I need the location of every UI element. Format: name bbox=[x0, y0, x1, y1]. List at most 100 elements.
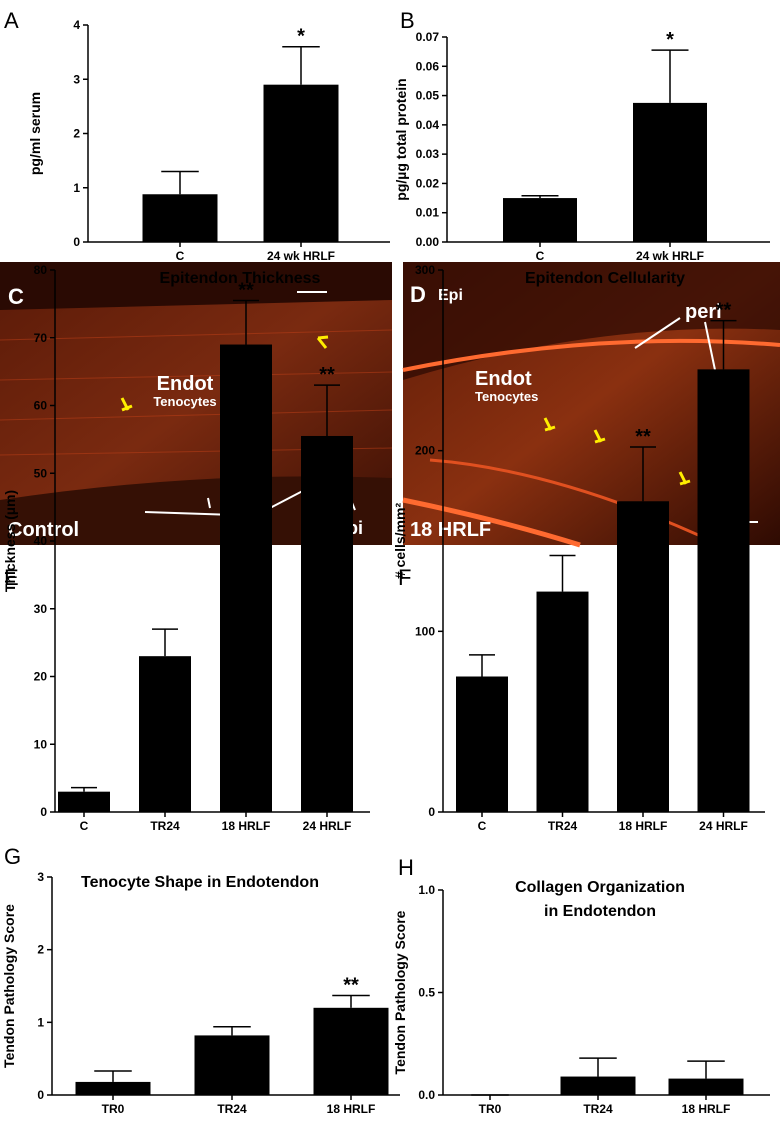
y-tick-label: 0.5 bbox=[418, 986, 435, 1000]
error-bar bbox=[213, 1025, 251, 1036]
panel-letter: G bbox=[4, 844, 21, 869]
y-axis-label: pg/ml serum bbox=[27, 92, 43, 175]
bar bbox=[139, 656, 191, 812]
x-tick-label: C bbox=[478, 819, 487, 833]
panel-letter: B bbox=[400, 8, 415, 33]
y-tick-label: 0 bbox=[428, 805, 435, 819]
x-tick-label: 18 HRLF bbox=[682, 1102, 731, 1116]
y-tick-label: 0 bbox=[37, 1088, 44, 1102]
micrograph-label: 18 HRLF bbox=[410, 519, 491, 541]
y-tick-label: 200 bbox=[415, 444, 435, 458]
error-bar bbox=[469, 654, 495, 677]
chart-title: Collagen Organization bbox=[515, 879, 685, 896]
significance-label: ** bbox=[238, 279, 254, 301]
y-axis-label: # cells/mm² bbox=[392, 503, 408, 580]
error-bar bbox=[71, 786, 97, 792]
y-tick-label: 0.06 bbox=[416, 59, 440, 73]
y-tick-label: 10 bbox=[34, 737, 48, 751]
bar bbox=[142, 194, 218, 242]
y-tick-label: 1 bbox=[73, 181, 80, 195]
y-tick-label: 3 bbox=[37, 870, 44, 884]
x-tick-label: 24 wk HRLF bbox=[636, 249, 704, 263]
y-tick-label: 30 bbox=[34, 602, 48, 616]
x-tick-label: C bbox=[536, 249, 545, 263]
x-tick-label: TR0 bbox=[102, 1102, 125, 1116]
x-tick-label: C bbox=[176, 249, 185, 263]
chart-title: Tenocyte Shape in Endotendon bbox=[81, 874, 319, 891]
error-bar bbox=[314, 384, 340, 436]
error-bar bbox=[710, 319, 737, 370]
x-tick-label: 18 HRLF bbox=[619, 819, 668, 833]
error-bar bbox=[549, 554, 576, 592]
y-tick-label: 0.02 bbox=[416, 176, 440, 190]
bar-chart: Apg/ml serum 0 1 2 3 4 C 24 wk HRLF * bbox=[4, 8, 390, 263]
x-tick-label: C bbox=[80, 819, 89, 833]
error-bar bbox=[94, 1070, 132, 1082]
bar bbox=[503, 198, 577, 242]
x-tick-label: 24 wk HRLF bbox=[267, 249, 335, 263]
chart-title: Epitendon Thickness bbox=[160, 270, 321, 287]
bar bbox=[313, 1007, 389, 1095]
bar bbox=[263, 84, 339, 242]
significance-label: * bbox=[666, 29, 674, 51]
y-tick-label: 0 bbox=[73, 235, 80, 249]
y-tick-label: 0.0 bbox=[418, 1088, 435, 1102]
y-tick-label: 0 bbox=[40, 805, 47, 819]
significance-label: * bbox=[297, 26, 305, 48]
x-tick-label: TR24 bbox=[548, 819, 578, 833]
y-tick-label: 3 bbox=[73, 72, 80, 86]
error-bar bbox=[152, 628, 178, 657]
panel-letter: C bbox=[8, 284, 24, 309]
significance-label: ** bbox=[716, 300, 732, 322]
bar-chart: G Tenocyte Shape in Endotendon Tendon Path… bbox=[1, 844, 400, 1116]
y-tick-label: 1.0 bbox=[418, 883, 435, 897]
chart-title: Epitendon Cellularity bbox=[525, 270, 685, 287]
micrograph-label: Endot bbox=[157, 373, 214, 395]
x-tick-label: 18 HRLF bbox=[327, 1102, 376, 1116]
error-bar bbox=[233, 299, 259, 345]
significance-label: ** bbox=[319, 364, 335, 386]
micrograph-label: Epi bbox=[438, 287, 463, 304]
y-tick-label: 2 bbox=[37, 943, 44, 957]
micrograph-label: Tenocytes bbox=[153, 394, 216, 409]
bar bbox=[560, 1076, 636, 1095]
significance-label: ** bbox=[635, 426, 651, 448]
error-bar bbox=[687, 1060, 725, 1079]
y-tick-label: 70 bbox=[34, 331, 48, 345]
micrograph-label: peri bbox=[685, 301, 722, 323]
panel-letter: F bbox=[398, 565, 411, 590]
y-axis-label: Thickness (µm) bbox=[2, 490, 18, 592]
error-bar bbox=[332, 994, 370, 1008]
y-tick-label: 0.03 bbox=[416, 147, 440, 161]
bar bbox=[75, 1081, 151, 1095]
y-tick-label: 1 bbox=[37, 1015, 44, 1029]
bar bbox=[633, 102, 707, 243]
significance-label: ** bbox=[343, 974, 359, 996]
y-tick-label: 60 bbox=[34, 399, 48, 413]
x-tick-label: 24 HRLF bbox=[699, 819, 748, 833]
bar bbox=[194, 1035, 270, 1095]
y-tick-label: 300 bbox=[415, 263, 435, 277]
error-bar bbox=[651, 49, 689, 103]
x-tick-label: TR24 bbox=[150, 819, 180, 833]
error-bar bbox=[521, 194, 559, 199]
y-tick-label: 0.05 bbox=[416, 89, 440, 103]
y-tick-label: 50 bbox=[34, 466, 48, 480]
micrograph-label: Tenocytes bbox=[475, 389, 538, 404]
panel-letter: D bbox=[410, 282, 426, 307]
bar bbox=[536, 591, 589, 812]
bar bbox=[617, 501, 669, 812]
bar-chart: Bpg/µg total protein 0.00 0.01 0.02 0.03 0.04… bbox=[393, 8, 770, 263]
chart-title: in Endotendon bbox=[544, 903, 656, 920]
y-tick-label: 0.07 bbox=[416, 30, 440, 44]
x-tick-label: 18 HRLF bbox=[222, 819, 271, 833]
y-tick-label: 100 bbox=[415, 624, 435, 638]
bar-chart: H Collagen Organization in Endotendon Tendo… bbox=[392, 855, 770, 1116]
y-tick-label: 20 bbox=[34, 670, 48, 684]
y-tick-label: 0.00 bbox=[416, 235, 440, 249]
x-tick-label: TR24 bbox=[217, 1102, 247, 1116]
y-axis-label: pg/µg total protein bbox=[393, 78, 409, 200]
error-bar bbox=[282, 45, 320, 85]
y-tick-label: 2 bbox=[73, 127, 80, 141]
